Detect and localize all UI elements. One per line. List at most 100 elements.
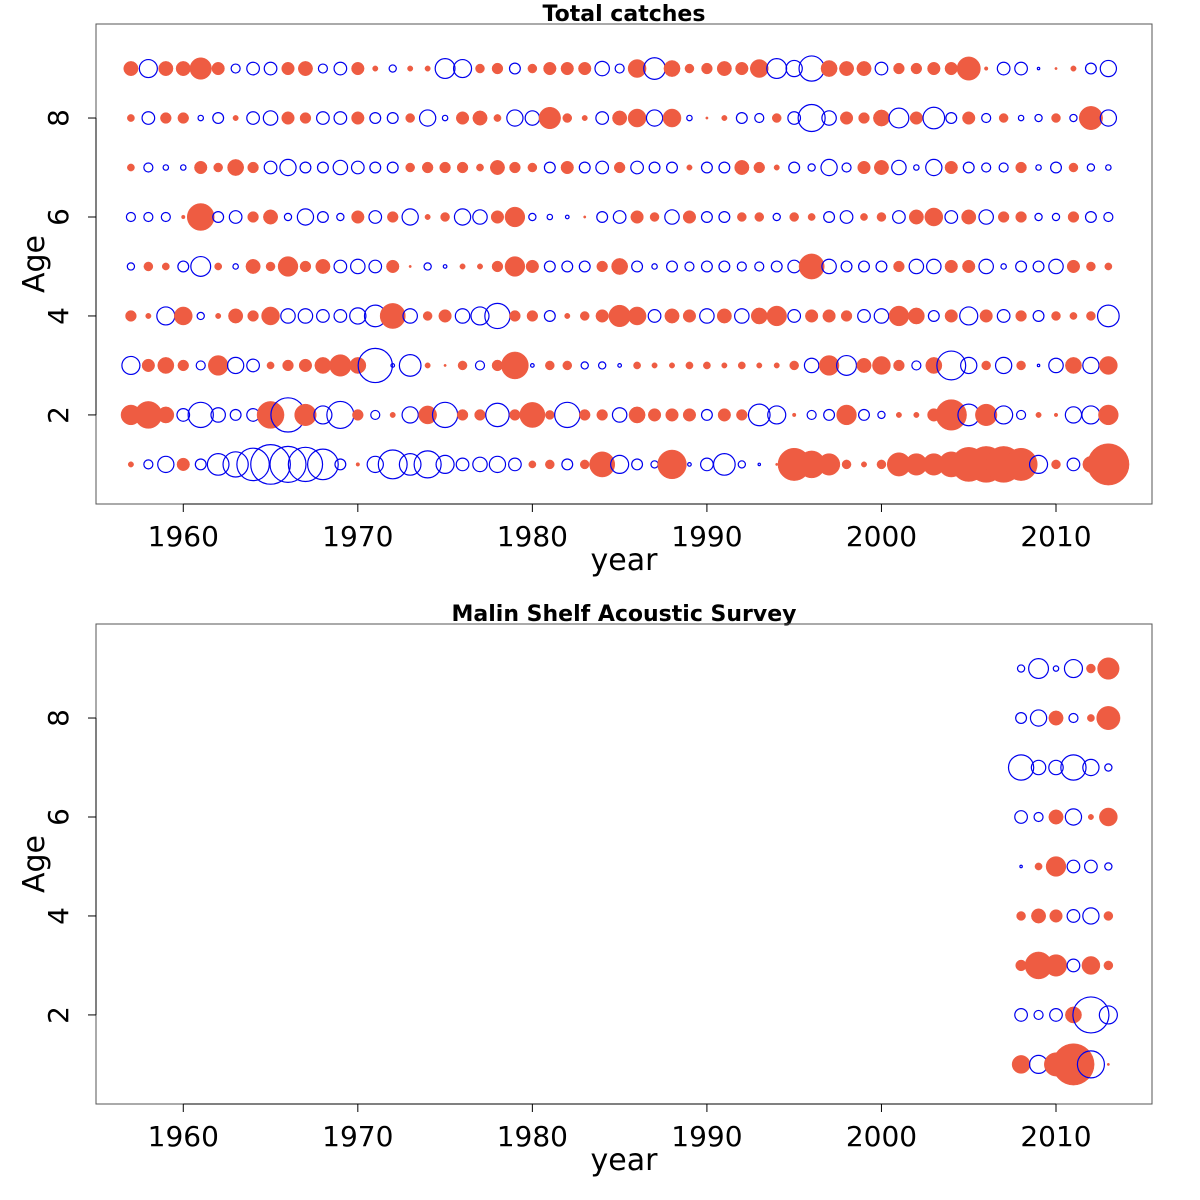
- negative-residual-bubble: [472, 456, 488, 473]
- positive-residual-bubble: [1086, 663, 1096, 674]
- positive-residual-bubble: [682, 408, 697, 422]
- positive-residual-bubble: [1054, 67, 1058, 70]
- positive-residual-bubble: [145, 313, 152, 319]
- negative-residual-bubble: [580, 361, 589, 370]
- positive-residual-bubble: [818, 453, 841, 476]
- positive-residual-bubble: [630, 210, 644, 224]
- y-tick-label: 2: [42, 406, 75, 424]
- positive-residual-bubble: [895, 411, 902, 418]
- negative-residual-bubble: [187, 401, 214, 429]
- positive-residual-bubble: [876, 459, 887, 470]
- negative-residual-bubble: [994, 405, 1014, 425]
- positive-residual-bubble: [773, 362, 780, 369]
- y-tick-label: 6: [42, 808, 75, 826]
- positive-residual-bubble: [633, 361, 641, 370]
- positive-residual-bubble: [282, 359, 294, 372]
- positive-residual-bubble: [627, 59, 647, 78]
- negative-residual-bubble: [452, 58, 473, 79]
- negative-residual-bubble: [757, 462, 762, 467]
- negative-residual-bubble: [839, 210, 854, 224]
- positive-residual-bubble: [1035, 411, 1042, 418]
- negative-residual-bubble: [700, 457, 714, 472]
- positive-residual-bubble: [1086, 311, 1096, 321]
- positive-residual-bubble: [1103, 911, 1114, 921]
- negative-residual-bubble: [754, 261, 765, 272]
- positive-residual-bubble: [418, 405, 437, 425]
- negative-residual-bubble: [1014, 810, 1028, 824]
- x-tick-label: 1980: [497, 1120, 568, 1153]
- positive-residual-bubble: [721, 362, 728, 369]
- positive-residual-bubble: [1015, 211, 1027, 223]
- negative-residual-bubble: [232, 263, 239, 270]
- positive-residual-bubble: [490, 210, 505, 224]
- negative-residual-bubble: [1049, 161, 1062, 174]
- positive-residual-bubble: [908, 209, 924, 225]
- negative-residual-bubble: [366, 455, 384, 474]
- positive-residual-bubble: [925, 357, 943, 374]
- negative-residual-bubble: [508, 62, 521, 75]
- x-axis: 1960 1970 1980 1990 2000 2010: [148, 503, 1092, 553]
- negative-residual-bubble: [226, 356, 245, 375]
- negative-residual-bubble: [996, 309, 1011, 323]
- positive-residual-bubble: [1099, 807, 1118, 827]
- negative-residual-bubble: [434, 58, 456, 80]
- negative-residual-bubble: [1066, 859, 1081, 874]
- positive-residual-bubble: [775, 462, 779, 466]
- negative-residual-bubble: [596, 210, 609, 223]
- negative-residual-bubble: [1052, 665, 1060, 672]
- negative-residual-bubble: [922, 106, 946, 130]
- negative-residual-bubble: [334, 458, 347, 471]
- negative-residual-bubble: [1030, 759, 1047, 776]
- negative-residual-bubble: [287, 446, 324, 483]
- negative-residual-bubble: [263, 61, 278, 76]
- positive-residual-bubble: [459, 263, 466, 270]
- positive-residual-bubble: [141, 358, 155, 372]
- negative-residual-bubble: [488, 455, 507, 474]
- positive-residual-bubble: [298, 61, 313, 76]
- positive-residual-bubble: [438, 309, 452, 323]
- positive-residual-bubble: [127, 114, 135, 122]
- positive-residual-bubble: [519, 402, 546, 428]
- positive-residual-bubble: [1016, 911, 1026, 921]
- negative-residual-bubble: [564, 214, 570, 220]
- positive-residual-bubble: [628, 406, 646, 424]
- positive-residual-bubble: [174, 306, 193, 326]
- negative-residual-bubble: [994, 356, 1013, 375]
- negative-residual-bubble: [441, 114, 449, 122]
- positive-residual-bubble: [158, 61, 174, 76]
- negative-residual-bubble: [1033, 811, 1044, 823]
- positive-residual-bubble: [657, 449, 687, 480]
- positive-residual-bubble: [1051, 459, 1061, 470]
- positive-residual-bubble: [874, 160, 889, 175]
- positive-residual-bubble: [856, 61, 872, 76]
- y-tick-label: 8: [42, 709, 75, 727]
- positive-residual-bubble: [789, 360, 799, 371]
- positive-residual-bubble: [127, 163, 135, 172]
- negative-residual-bubble: [766, 58, 788, 80]
- negative-residual-bubble: [554, 401, 581, 429]
- negative-residual-bubble: [236, 447, 270, 482]
- negative-residual-bubble: [1084, 859, 1098, 874]
- positive-residual-bubble: [981, 360, 991, 371]
- negative-residual-bubble: [1048, 357, 1064, 374]
- x-tick-label: 1990: [671, 520, 742, 553]
- positive-residual-bubble: [176, 457, 190, 471]
- positive-residual-bubble: [456, 111, 470, 125]
- positive-residual-bubble: [1103, 960, 1114, 971]
- positive-residual-bubble: [927, 61, 941, 76]
- negative-residual-bubble: [1081, 405, 1101, 425]
- panel-title: Malin Shelf Acoustic Survey: [452, 602, 797, 627]
- negative-residual-bubble: [472, 209, 488, 225]
- negative-residual-bubble: [978, 209, 994, 225]
- positive-residual-bubble: [1053, 412, 1059, 417]
- negative-residual-bubble: [1064, 808, 1083, 826]
- negative-residual-bubble: [734, 308, 750, 324]
- negative-residual-bubble: [945, 112, 958, 125]
- negative-residual-bubble: [1066, 457, 1081, 472]
- positive-residual-bubble: [1106, 1062, 1110, 1066]
- negative-residual-bubble: [246, 358, 260, 373]
- positive-residual-bubble: [856, 357, 872, 373]
- negative-residual-bubble: [297, 308, 314, 324]
- negative-residual-bubble: [543, 260, 556, 273]
- negative-residual-bubble: [1064, 406, 1083, 424]
